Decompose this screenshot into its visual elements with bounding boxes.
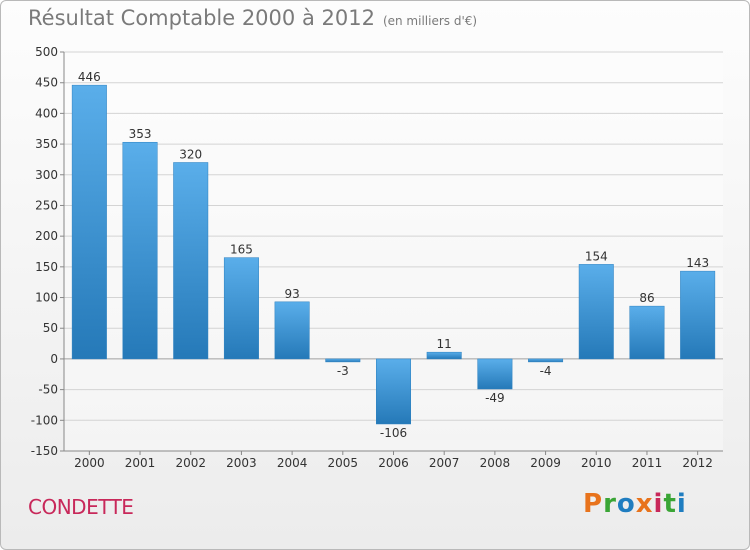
chart-title-text: Résultat Comptable 2000 à 2012 xyxy=(28,6,375,30)
x-tick-label: 2003 xyxy=(226,456,257,470)
data-label-2000: 446 xyxy=(78,70,101,84)
data-label-2005: -3 xyxy=(337,364,349,378)
bar-2007 xyxy=(426,351,462,360)
data-label-2012: 143 xyxy=(686,256,709,270)
bar-2000 xyxy=(71,84,107,360)
data-label-2004: 93 xyxy=(284,287,299,301)
y-tick-label: -100 xyxy=(31,413,58,427)
bar-2009 xyxy=(528,358,564,363)
x-tick-label: 2004 xyxy=(277,456,308,470)
logo-letter: o xyxy=(616,489,636,519)
bar-2006 xyxy=(376,358,411,425)
y-tick-label: -150 xyxy=(31,444,58,458)
data-label-2006: -106 xyxy=(380,426,407,440)
x-tick-label: 2011 xyxy=(632,456,663,470)
logo-letter: r xyxy=(603,489,617,519)
data-label-2009: -4 xyxy=(540,364,552,378)
y-tick-label: 450 xyxy=(35,76,58,90)
logo-letter: x xyxy=(635,489,654,519)
data-label-2003: 165 xyxy=(230,243,253,257)
bar-2002 xyxy=(173,162,209,360)
x-tick-label: 2000 xyxy=(74,456,105,470)
bar-2010 xyxy=(578,264,614,360)
bar-2008 xyxy=(477,358,513,390)
bar-2012 xyxy=(680,270,716,360)
logo-letter: P xyxy=(583,489,604,519)
data-label-2011: 86 xyxy=(639,291,654,305)
chart-subtitle: (en milliers d'€) xyxy=(382,14,478,28)
bar-2003 xyxy=(223,257,259,360)
x-tick-label: 2001 xyxy=(125,456,156,470)
x-tick-label: 2008 xyxy=(480,456,511,470)
x-tick-label: 2009 xyxy=(530,456,561,470)
x-tick-label: 2005 xyxy=(328,456,359,470)
logo-letter: t xyxy=(663,489,677,519)
y-tick-label: 400 xyxy=(35,106,58,120)
data-label-2010: 154 xyxy=(585,249,608,263)
x-tick-label: 2002 xyxy=(175,456,206,470)
chart-title: Résultat Comptable 2000 à 2012 (en millie… xyxy=(28,6,477,30)
data-label-2001: 353 xyxy=(129,127,152,141)
y-tick-label: 150 xyxy=(35,260,58,274)
logo-letter: i xyxy=(676,489,687,519)
data-label-2002: 320 xyxy=(179,147,202,161)
data-label-2008: -49 xyxy=(485,391,505,405)
x-tick-label: 2010 xyxy=(581,456,612,470)
y-tick-label: 350 xyxy=(35,137,58,151)
y-tick-label: 500 xyxy=(35,45,58,59)
y-tick-label: 300 xyxy=(35,168,58,182)
proxiti-logo[interactable]: Proxiti xyxy=(583,489,687,519)
data-label-2007: 11 xyxy=(437,337,452,351)
y-tick-label: 250 xyxy=(35,198,58,212)
bar-2005 xyxy=(325,358,361,363)
y-tick-label: 100 xyxy=(35,291,58,305)
y-tick-label: 0 xyxy=(50,352,58,366)
y-tick-label: -50 xyxy=(38,383,58,397)
bar-2004 xyxy=(274,301,310,360)
y-tick-label: 50 xyxy=(43,321,58,335)
y-tick-label: 200 xyxy=(35,229,58,243)
commune-name: CONDETTE xyxy=(28,495,134,519)
x-tick-label: 2007 xyxy=(429,456,460,470)
logo-letter: i xyxy=(653,489,664,519)
bar-2001 xyxy=(122,141,158,360)
bar-2011 xyxy=(629,305,665,360)
x-tick-label: 2012 xyxy=(682,456,713,470)
x-tick-label: 2006 xyxy=(378,456,409,470)
